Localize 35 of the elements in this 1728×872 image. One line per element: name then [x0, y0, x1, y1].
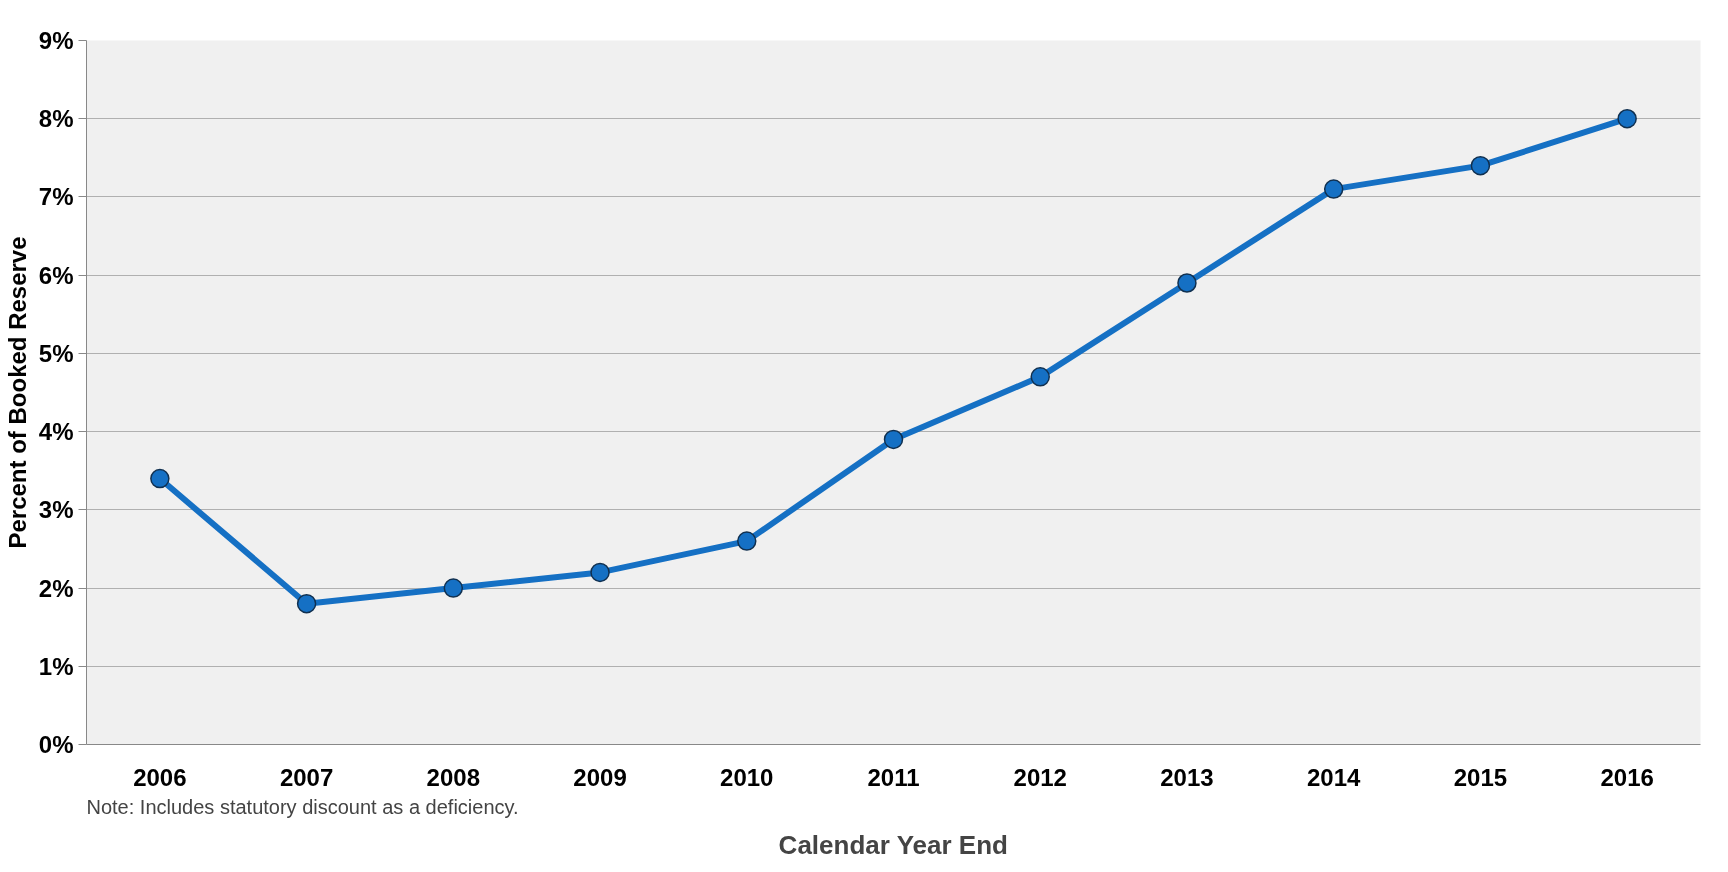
point — [1030, 367, 1050, 387]
y-tick-label: 5% — [38, 339, 74, 367]
y-tick-label: 7% — [38, 183, 74, 211]
point — [443, 578, 464, 598]
point — [590, 562, 610, 583]
y-tick-label: 0% — [38, 731, 74, 758]
x-tick-label: 2006 — [133, 763, 187, 791]
y-tick-label: 3% — [38, 496, 74, 524]
point — [150, 468, 170, 489]
y-tick-label: 2% — [38, 574, 74, 602]
y-tick-label: 6% — [38, 261, 74, 289]
y-axis-title: Percent of Booked Reserve — [3, 236, 31, 549]
y-tick-label: 1% — [38, 652, 74, 680]
point — [1470, 155, 1491, 176]
x-tick-label: 2011 — [867, 763, 920, 791]
x-tick-label: 2009 — [573, 763, 627, 791]
point — [883, 429, 904, 450]
point — [737, 531, 757, 551]
x-tick-label: 2013 — [1160, 763, 1214, 791]
point — [1617, 108, 1637, 129]
x-tick-label: 2014 — [1306, 763, 1362, 791]
x-tick-label: 2007 — [279, 763, 334, 791]
y-tick-label: 4% — [38, 418, 74, 446]
x-tick-label: 2015 — [1453, 763, 1508, 791]
y-tick-label: 8% — [38, 105, 74, 133]
x-tick-label: 2012 — [1013, 763, 1067, 791]
text: Note: Includes statutory discount as a deficiency. — [86, 795, 519, 818]
x-tick-label: 2016 — [1600, 763, 1654, 791]
point — [1177, 273, 1197, 293]
x-tick-label: 2008 — [426, 763, 481, 791]
x-tick-label: 2010 — [720, 763, 774, 791]
point — [296, 593, 317, 614]
x-axis-title: Calendar Year End — [778, 829, 1008, 860]
point — [1323, 179, 1344, 199]
y-tick-label: 9% — [38, 27, 74, 54]
